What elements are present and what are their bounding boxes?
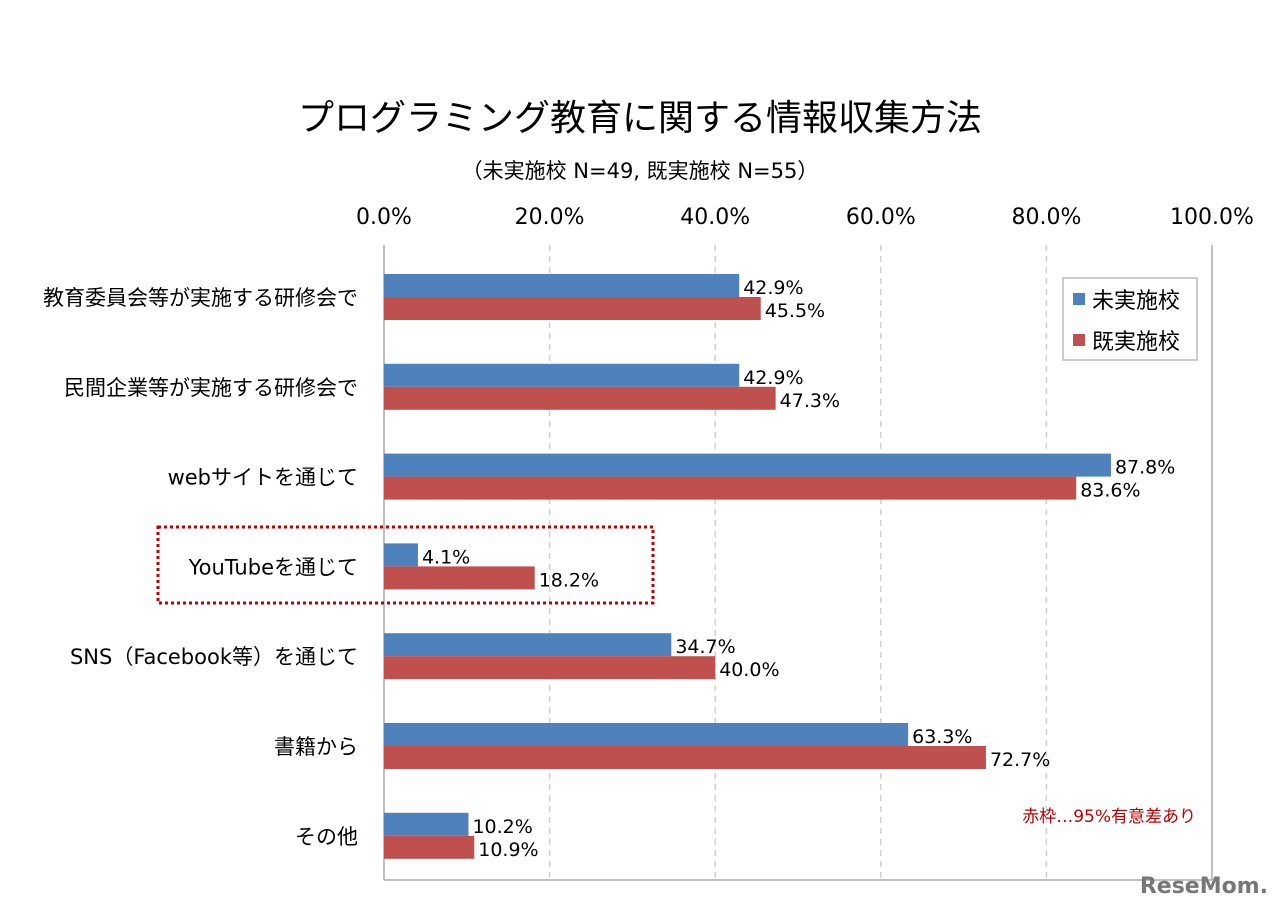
tick-label: 80.0%	[1011, 205, 1081, 230]
category-label: その他	[295, 825, 358, 849]
data-label: 4.1%	[422, 546, 470, 568]
data-label: 63.3%	[912, 726, 972, 748]
tick-label: 100.0%	[1170, 205, 1254, 230]
legend-swatch-unimplemented	[1073, 293, 1085, 305]
bar-implemented	[384, 297, 761, 320]
tick-label: 60.0%	[846, 205, 916, 230]
legend-label-unimplemented: 未実施校	[1092, 289, 1180, 314]
data-label: 10.9%	[478, 839, 538, 861]
bar-implemented	[384, 566, 535, 590]
data-label: 83.6%	[1080, 480, 1140, 502]
legend-label-implemented: 既実施校	[1092, 330, 1180, 355]
data-label: 87.8%	[1115, 457, 1175, 479]
data-label: 72.7%	[990, 749, 1050, 771]
data-label: 42.9%	[743, 367, 803, 389]
bar-implemented	[384, 835, 475, 859]
bar-implemented	[384, 656, 716, 680]
bar-unimplemented	[384, 543, 418, 567]
category-label: webサイトを通じて	[168, 466, 358, 490]
legend-swatch-implemented	[1073, 334, 1085, 346]
data-label: 45.5%	[765, 300, 825, 322]
category-label: SNS（Facebook等）を通じて	[70, 645, 358, 669]
data-label: 40.0%	[719, 659, 779, 681]
chart-subtitle: （未実施校 N=49, 既実施校 N=55）	[462, 159, 819, 183]
legend: 未実施校 既実施校	[1062, 277, 1198, 361]
category-label: 教育委員会等が実施する研修会で	[43, 286, 358, 310]
category-label: 書籍から	[274, 735, 358, 759]
data-label: 47.3%	[780, 390, 840, 412]
resemom-logo: ReseMom.	[1140, 874, 1268, 899]
data-label: 10.2%	[472, 816, 532, 838]
chart-title: プログラミング教育に関する情報収集方法	[298, 98, 982, 139]
bar-implemented	[384, 746, 986, 769]
tick-label: 0.0%	[356, 205, 412, 230]
bar-unimplemented	[384, 723, 909, 746]
category-label: 民間企業等が実施する研修会で	[64, 376, 358, 400]
significance-note: 赤枠…95%有意差あり	[1022, 807, 1196, 827]
bar-unimplemented	[384, 453, 1111, 477]
tick-label: 40.0%	[680, 205, 750, 230]
tick-label: 20.0%	[515, 205, 585, 230]
bar-implemented	[384, 386, 776, 410]
bar-unimplemented	[384, 633, 672, 657]
bar-unimplemented	[384, 274, 740, 297]
category-label: YouTubeを通じて	[188, 555, 358, 579]
data-label: 42.9%	[743, 277, 803, 299]
data-label: 18.2%	[539, 569, 599, 591]
bar-implemented	[384, 476, 1077, 500]
bar-unimplemented	[384, 812, 469, 836]
bar-unimplemented	[384, 363, 740, 387]
data-label: 34.7%	[675, 636, 735, 658]
significance-highlight-box	[156, 525, 655, 605]
